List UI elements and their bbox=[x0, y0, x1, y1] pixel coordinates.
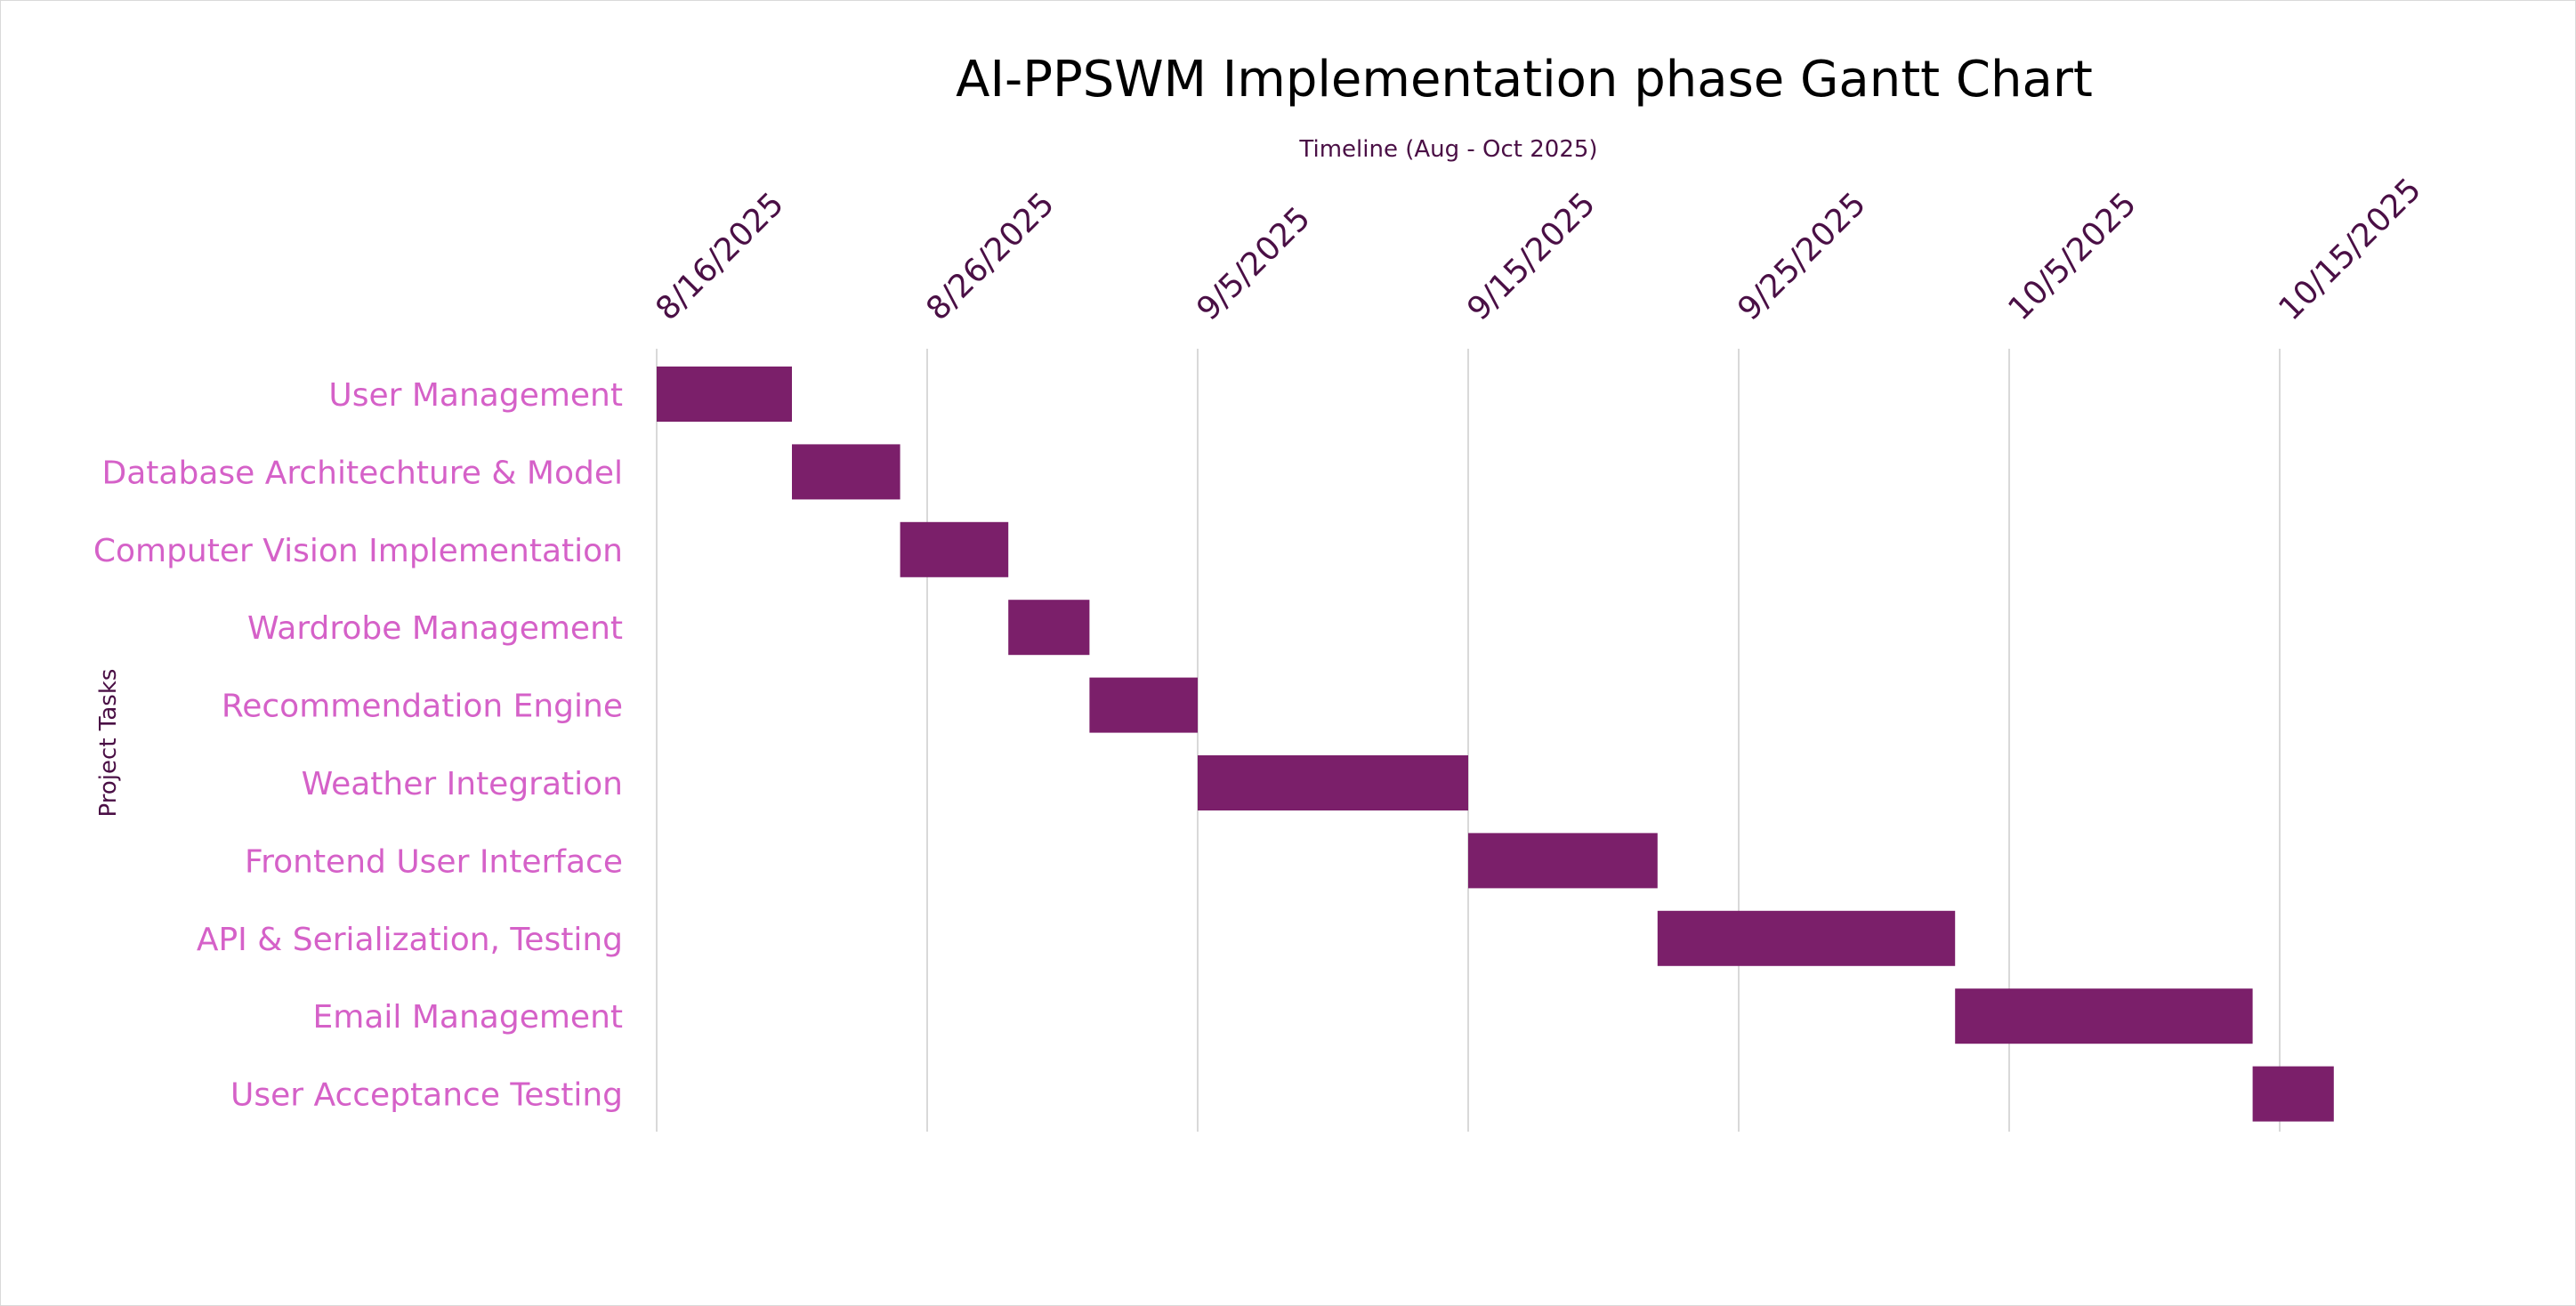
task-label: User Management bbox=[328, 377, 623, 414]
task-label: Database Architechture & Model bbox=[102, 455, 623, 491]
x-tick-label: 9/5/2025 bbox=[1190, 200, 1317, 327]
task-bar bbox=[657, 367, 792, 422]
task-bars bbox=[657, 367, 2334, 1122]
y-axis-title: Project Tasks bbox=[95, 669, 122, 818]
task-bar bbox=[1089, 677, 1198, 733]
task-label: Wardrobe Management bbox=[247, 610, 623, 647]
task-label: Recommendation Engine bbox=[222, 689, 623, 725]
y-axis-category-labels: User Management Database Architechture & … bbox=[93, 377, 623, 1114]
task-bar bbox=[900, 521, 1009, 577]
task-bar bbox=[1008, 600, 1090, 656]
x-tick-label: 10/15/2025 bbox=[2272, 172, 2428, 328]
x-axis-title: Timeline (Aug - Oct 2025) bbox=[1298, 136, 1597, 163]
task-label: Email Management bbox=[313, 999, 623, 1036]
task-bar bbox=[1657, 910, 1956, 966]
x-tick-label: 8/16/2025 bbox=[649, 186, 791, 328]
x-tick-label: 9/15/2025 bbox=[1460, 186, 1603, 328]
task-label: API & Serialization, Testing bbox=[197, 922, 623, 958]
task-label: Weather Integration bbox=[302, 766, 623, 802]
x-tick-label: 8/26/2025 bbox=[919, 186, 1062, 328]
task-bar bbox=[792, 444, 900, 500]
task-bar bbox=[2252, 1066, 2334, 1122]
x-axis-tick-labels: 8/16/2025 8/26/2025 9/5/2025 9/15/2025 9/25/… bbox=[649, 172, 2428, 328]
task-bar bbox=[1468, 833, 1658, 889]
task-bar bbox=[1198, 755, 1468, 810]
task-bar bbox=[1955, 988, 2253, 1044]
task-label: Frontend User Interface bbox=[245, 843, 623, 880]
x-tick-label: 10/5/2025 bbox=[2001, 186, 2144, 328]
x-tick-label: 9/25/2025 bbox=[1731, 186, 1873, 328]
chart-title: AI-PPSWM Implementation phase Gantt Char… bbox=[956, 51, 2093, 109]
task-label: User Acceptance Testing bbox=[230, 1077, 623, 1114]
task-label: Computer Vision Implementation bbox=[93, 533, 623, 569]
